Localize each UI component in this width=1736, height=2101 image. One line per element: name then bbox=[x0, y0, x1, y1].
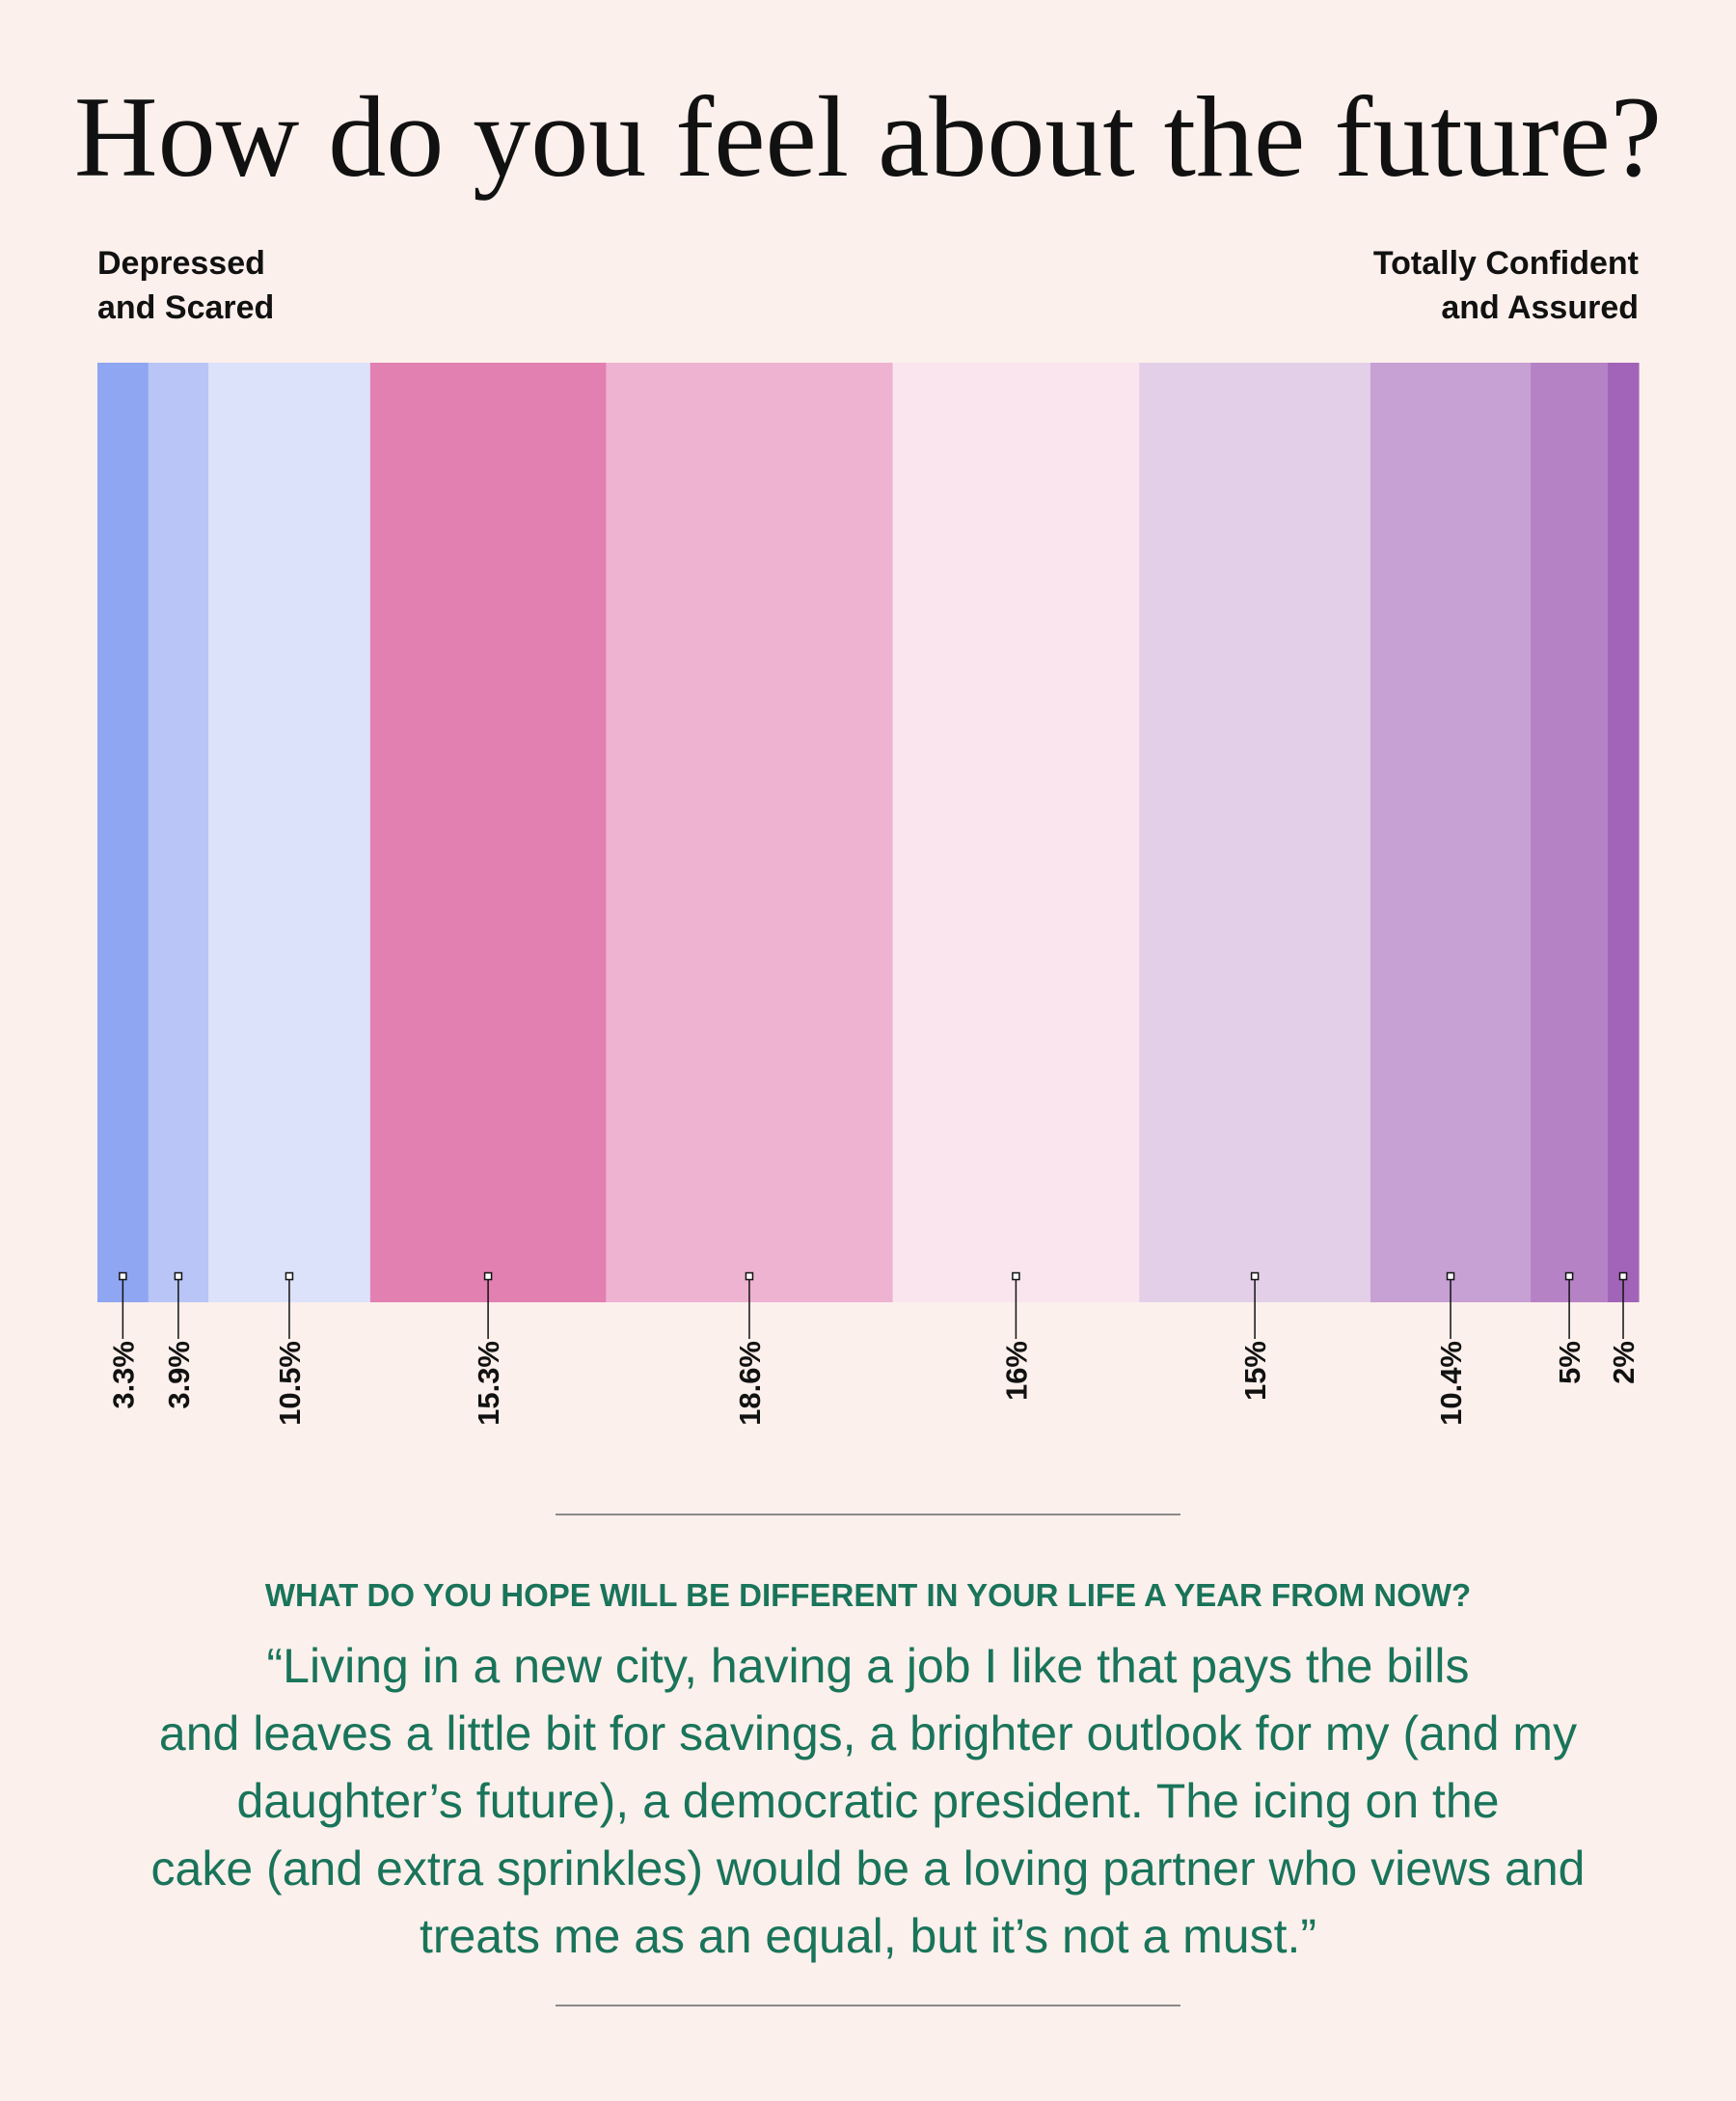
value-label-10: 2% bbox=[1607, 1341, 1641, 1384]
quote-line-2: and leaves a little bit for savings, a b… bbox=[158, 1706, 1578, 1760]
bar-segment-7 bbox=[1139, 363, 1371, 1302]
value-marker-1 bbox=[119, 1271, 127, 1281]
value-label-6: 16% bbox=[999, 1341, 1033, 1401]
quote-line-1: “Living in a new city, having a job I li… bbox=[266, 1639, 1470, 1693]
value-marker-2 bbox=[174, 1271, 183, 1281]
value-label-7: 15% bbox=[1238, 1341, 1272, 1401]
quote-line-4: cake (and extra sprinkles) would be a lo… bbox=[150, 1842, 1586, 1896]
divider-top bbox=[556, 1514, 1180, 1515]
value-label-1: 3.3% bbox=[106, 1341, 140, 1409]
scale-left-label-line-2: and Scared bbox=[97, 289, 275, 326]
bar-segment-8 bbox=[1370, 363, 1532, 1302]
page-title: How do you feel about the future? bbox=[73, 72, 1663, 201]
survey-question: WHAT DO YOU HOPE WILL BE DIFFERENT IN YO… bbox=[264, 1577, 1472, 1613]
bar-segment-2 bbox=[148, 363, 209, 1302]
bar-segment-6 bbox=[892, 363, 1140, 1302]
value-marker-4 bbox=[483, 1271, 493, 1281]
value-marker-8 bbox=[1446, 1271, 1455, 1281]
quote-line-5: treats me as an equal, but it’s not a mu… bbox=[419, 1909, 1317, 1963]
scale-right-label-line-1: Totally Confident bbox=[1372, 245, 1639, 282]
bar-segment-3 bbox=[208, 363, 371, 1302]
value-label-4: 15.3% bbox=[472, 1341, 505, 1426]
value-marker-3 bbox=[285, 1271, 294, 1281]
quote-line-3: daughter’s future), a democratic preside… bbox=[236, 1774, 1500, 1828]
value-label-3: 10.5% bbox=[273, 1341, 307, 1426]
value-label-5: 18.6% bbox=[733, 1341, 767, 1426]
value-label-8: 10.4% bbox=[1434, 1341, 1468, 1426]
value-marker-6 bbox=[1012, 1271, 1020, 1281]
divider-bottom bbox=[556, 2005, 1180, 2006]
scale-right-label-line-2: and Assured bbox=[1441, 289, 1639, 326]
bar-segment-4 bbox=[369, 363, 607, 1302]
value-label-2: 3.9% bbox=[162, 1341, 196, 1409]
value-marker-7 bbox=[1250, 1271, 1260, 1281]
scale-left-label-line-1: Depressed bbox=[97, 245, 265, 282]
bar-segment-10 bbox=[1608, 363, 1640, 1302]
value-marker-9 bbox=[1564, 1271, 1574, 1281]
bar-segment-9 bbox=[1531, 363, 1609, 1302]
bar-segment-5 bbox=[606, 363, 894, 1302]
stacked-bar-chart: 3.3% 3.9% 10.5% 15.3% 18.6% 16% 15% 10.4% 5% 2% bbox=[97, 363, 1641, 1426]
value-marker-10 bbox=[1618, 1271, 1628, 1281]
value-label-9: 5% bbox=[1553, 1341, 1587, 1384]
scale-left-label: Depressed and Scared bbox=[97, 241, 274, 330]
value-marker-5 bbox=[745, 1271, 754, 1281]
bar-segment-1 bbox=[97, 363, 149, 1302]
scale-right-label: Totally Confident and Assured bbox=[1373, 241, 1639, 330]
survey-quote: “Living in a new city, having a job I li… bbox=[96, 1632, 1640, 1970]
